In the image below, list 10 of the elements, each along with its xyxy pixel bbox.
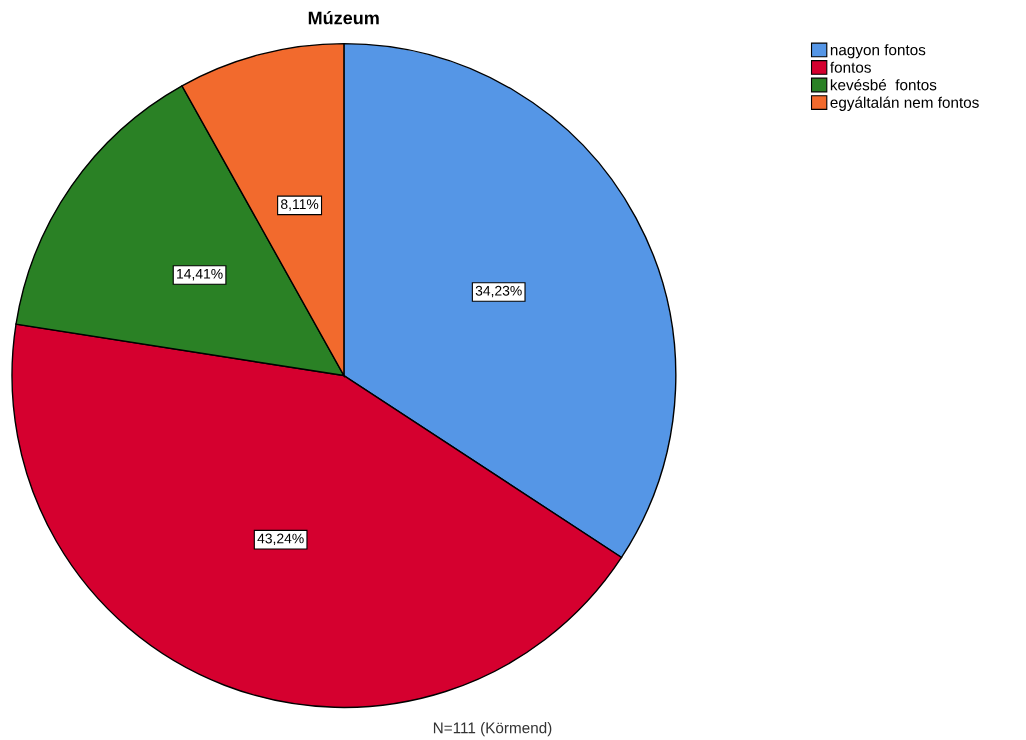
data-label: 43,24% <box>257 533 304 546</box>
legend-label: kevésbé fontos <box>830 78 937 91</box>
data-label: 34,23% <box>475 285 522 298</box>
legend-label: nagyon fontos <box>830 44 926 59</box>
legend-label: egyáltalán nem fontos <box>830 96 979 111</box>
chart-title: Múzeum <box>308 10 379 25</box>
legend-label: fontos <box>830 61 871 73</box>
data-label: 8,11% <box>281 199 319 211</box>
text: N=111 (Körmend) <box>433 722 552 737</box>
data-label: 14,41% <box>177 268 223 281</box>
